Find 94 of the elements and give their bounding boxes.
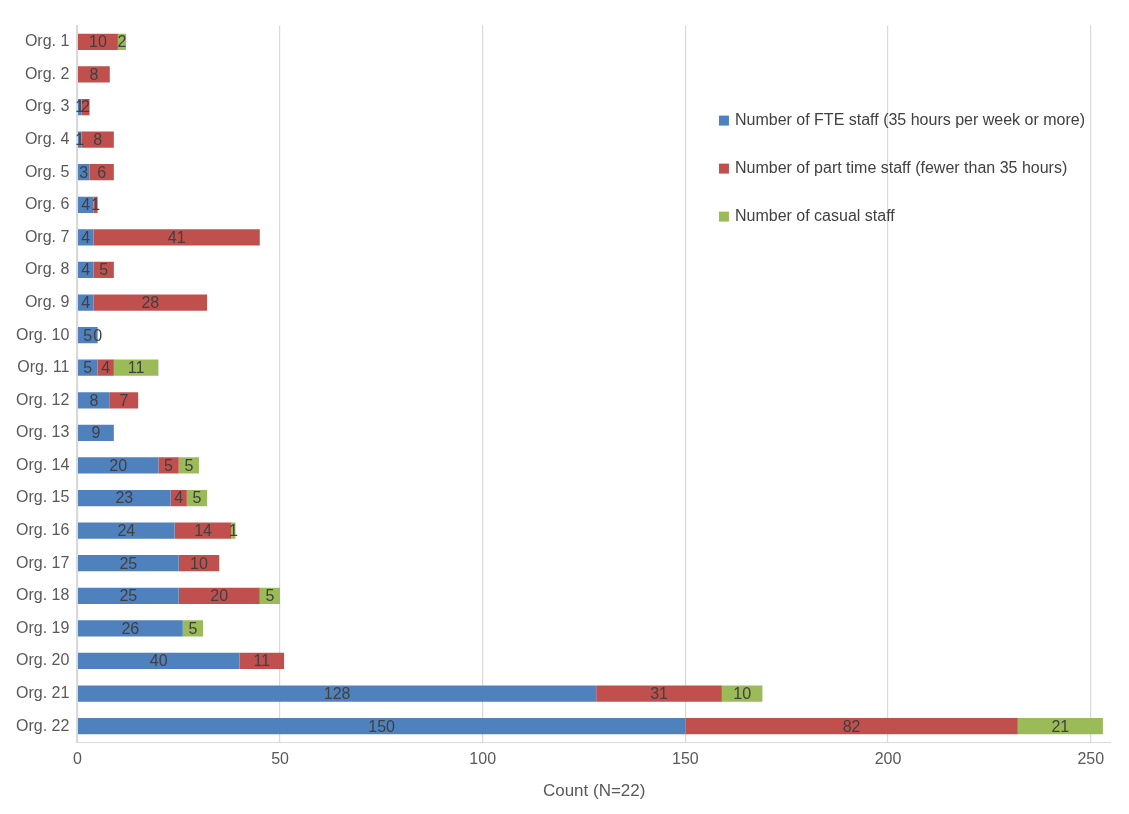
y-tick-label: Org. 17: [16, 553, 70, 571]
data-label: 5: [164, 456, 174, 474]
y-tick-label: Org. 7: [24, 227, 70, 245]
x-tick-label: 150: [672, 750, 699, 768]
data-label: 10: [733, 684, 752, 702]
y-tick-label: Org. 11: [17, 358, 70, 376]
bar: [77, 620, 183, 637]
legend-label: Number of casual staff: [734, 207, 896, 225]
data-label: 82: [842, 717, 861, 735]
data-label: 24: [117, 522, 136, 540]
data-label: 40: [149, 652, 168, 670]
data-label: 4: [174, 489, 184, 507]
x-tick-label: 250: [1077, 750, 1105, 768]
y-tick-label: Org. 13: [16, 423, 70, 441]
y-tick-label: Org. 4: [24, 130, 70, 148]
bar: [77, 489, 171, 507]
x-tick-label: 200: [874, 750, 902, 768]
y-tick-label: Org. 12: [16, 390, 70, 408]
x-tick-label: 0: [72, 750, 82, 768]
data-label: 5: [188, 619, 198, 637]
y-tick-label: Org. 15: [16, 488, 70, 506]
y-tick-label: Org. 8: [24, 260, 70, 278]
data-label: 11: [253, 652, 271, 670]
data-label: 5: [83, 359, 93, 377]
data-label: 14: [194, 522, 213, 540]
bar: [93, 294, 208, 311]
data-label: 2: [117, 33, 127, 51]
y-tick-label: Org. 9: [24, 292, 70, 310]
data-label: 150: [368, 717, 396, 735]
bar: [77, 457, 159, 474]
data-label: 4: [81, 261, 91, 279]
data-label: 1: [91, 196, 101, 214]
data-label: 41: [167, 228, 186, 246]
data-label: 11: [127, 359, 145, 377]
y-tick-label: Org. 10: [16, 325, 70, 343]
y-tick-label: Org. 20: [16, 651, 70, 669]
data-label: 5: [99, 261, 109, 279]
bar: [77, 652, 240, 670]
data-label: 8: [89, 65, 99, 83]
legend-label: Number of FTE staff (35 hours per week or more): [734, 111, 1086, 129]
y-tick-label: Org. 1: [24, 32, 70, 50]
data-label: 5: [83, 326, 93, 344]
data-label: 7: [119, 391, 129, 409]
bar: [1017, 717, 1103, 735]
bar: [77, 685, 597, 702]
data-label: 8: [93, 131, 103, 149]
data-label: 4: [81, 293, 91, 311]
bar: [77, 522, 175, 539]
y-tick-label: Org. 19: [16, 618, 70, 636]
y-tick-label: Org. 22: [16, 716, 70, 734]
y-tick-label: Org. 6: [24, 195, 70, 213]
x-axis-title: Count (N=22): [542, 781, 646, 801]
data-label: 31: [650, 684, 669, 702]
bar: [77, 555, 179, 572]
data-label: 6: [97, 163, 107, 181]
y-tick-label: Org. 21: [16, 683, 70, 701]
data-label: 5: [184, 456, 194, 474]
data-label: 128: [323, 684, 351, 702]
y-tick-label: Org. 2: [24, 64, 70, 82]
data-label: 20: [210, 587, 229, 605]
data-label: 23: [115, 489, 134, 507]
data-label: 5: [265, 587, 275, 605]
y-tick-label: Org. 3: [24, 97, 70, 115]
bar: [174, 522, 232, 539]
x-tick-label: 100: [469, 750, 497, 768]
data-label: 4: [81, 228, 91, 246]
data-label: 10: [89, 33, 107, 51]
y-tick-label: Org. 5: [24, 162, 70, 180]
bar: [77, 717, 686, 735]
bar: [77, 587, 179, 604]
data-label: 9: [91, 424, 101, 442]
data-label: 3: [79, 163, 89, 181]
data-label: 4: [81, 196, 91, 214]
data-label: 25: [119, 587, 138, 605]
data-label: 20: [109, 456, 128, 474]
data-label: 4: [101, 359, 111, 377]
legend-label: Number of part time staff (fewer than 35 hours): [734, 159, 1068, 177]
data-label: 28: [141, 293, 160, 311]
data-label: 26: [121, 619, 140, 637]
data-label: 2: [81, 98, 91, 116]
x-tick-label: 50: [271, 750, 290, 768]
data-label: 10: [190, 554, 208, 572]
bar: [77, 66, 110, 83]
bar: [93, 229, 260, 246]
y-tick-label: Org. 18: [16, 586, 70, 604]
y-tick-label: Org. 16: [16, 521, 70, 539]
data-label: 25: [119, 554, 138, 572]
bar: [685, 717, 1018, 735]
bar: [596, 685, 722, 702]
data-label: 5: [192, 489, 202, 507]
data-label: 1: [75, 131, 85, 149]
data-label: 21: [1051, 717, 1070, 735]
y-tick-label: Org. 14: [16, 455, 70, 473]
data-label: 8: [89, 391, 99, 409]
